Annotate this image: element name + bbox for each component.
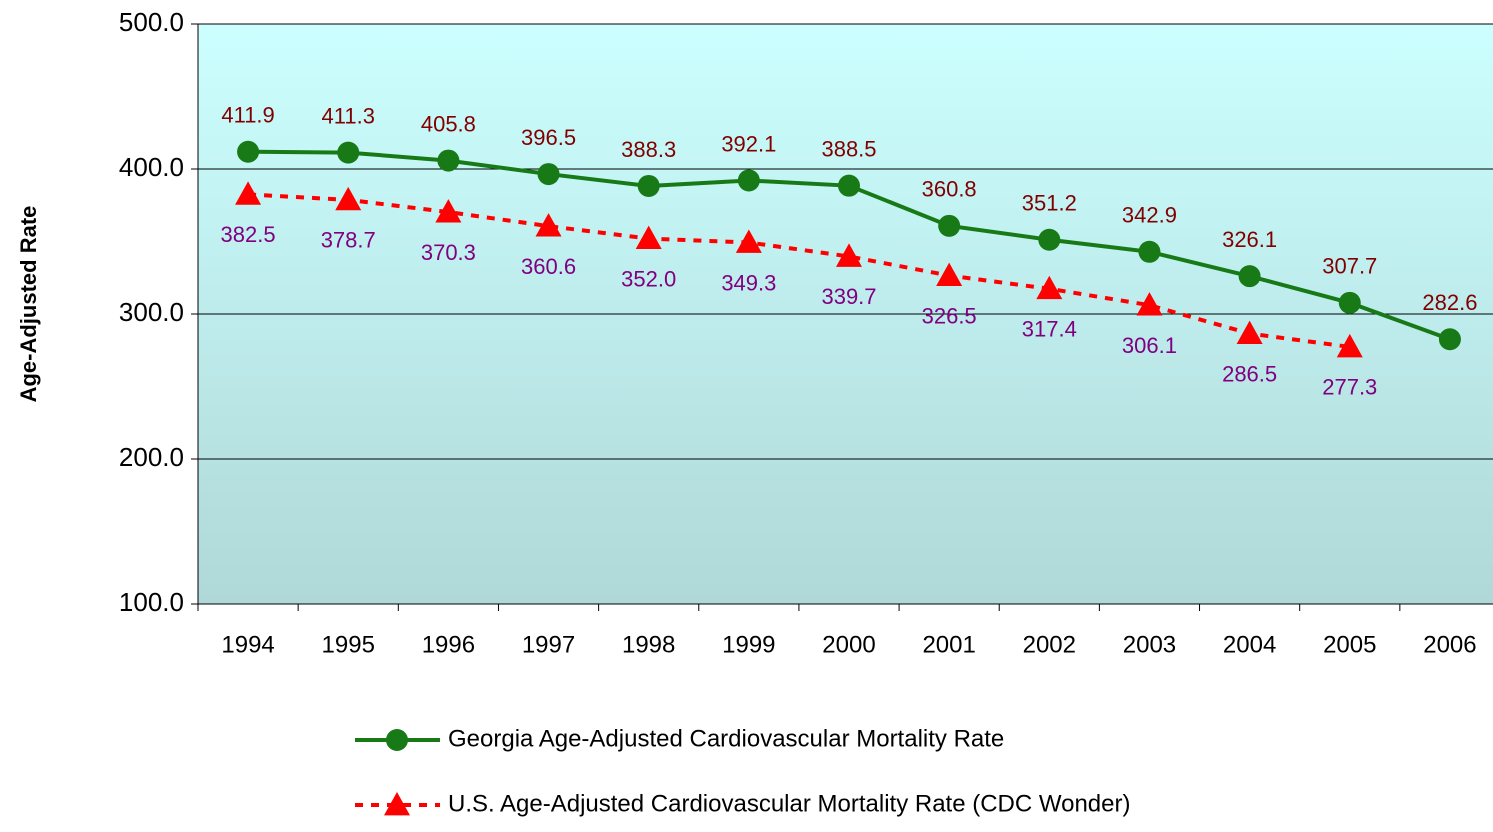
x-tick-label: 2004 [1223,631,1276,658]
x-tick-label: 2005 [1323,631,1376,658]
x-tick-label: 2002 [1023,631,1076,658]
point-marker [1138,240,1161,263]
point-marker [1238,265,1261,288]
data-label: 360.6 [521,254,576,279]
x-tick-label: 2003 [1123,631,1176,658]
data-label: 360.8 [922,177,977,202]
x-tick-label: 1994 [221,631,274,658]
point-marker [237,140,260,163]
point-marker [1336,333,1363,358]
data-label: 326.1 [1222,227,1277,252]
data-label: 349.3 [721,270,776,295]
point-marker [335,186,362,211]
data-label: 286.5 [1222,361,1277,386]
point-marker [735,229,762,253]
point-marker [1236,320,1263,344]
point-marker [437,149,460,172]
point-marker [1036,275,1063,300]
data-label: 392.1 [721,131,776,156]
legend-marker [386,729,408,751]
point-marker [936,262,963,286]
data-label: 382.5 [221,222,276,247]
point-marker [1338,291,1361,314]
data-label: 370.3 [421,240,476,265]
x-tick-label: 1998 [622,631,675,658]
data-label: 339.7 [821,284,876,309]
data-label: 388.5 [821,136,876,161]
point-marker [838,174,860,197]
legend-label: Georgia Age-Adjusted Cardiovascular Mort… [448,725,1004,752]
point-marker [435,199,462,223]
data-label: 307.7 [1322,254,1377,279]
y-tick-label: 500.0 [119,7,184,37]
x-tick-label: 1996 [422,631,475,658]
y-tick-label: 300.0 [119,297,184,327]
data-label: 396.5 [521,125,576,150]
point-marker [337,141,360,164]
x-tick-label: 1997 [522,631,575,658]
y-tick-label: 100.0 [119,587,184,617]
data-label: 352.0 [621,266,676,291]
y-axis-title: Age-Adjusted Rate [16,206,41,403]
data-label: 405.8 [421,111,476,136]
data-label: 351.2 [1022,191,1077,216]
y-tick-label: 200.0 [119,442,184,472]
point-marker [235,181,262,205]
point-marker [737,169,760,192]
data-label: 317.4 [1022,317,1077,342]
point-marker [1136,292,1163,316]
data-label: 411.9 [221,103,274,128]
data-label: 282.6 [1422,290,1477,315]
data-label: 342.9 [1122,203,1177,228]
data-label: 306.1 [1122,333,1177,358]
data-label: 411.3 [322,103,375,128]
y-tick-label: 400.0 [119,152,184,182]
point-marker [537,163,560,186]
data-label: 277.3 [1322,375,1377,400]
data-label: 378.7 [321,228,376,253]
x-tick-label: 2006 [1423,631,1476,658]
data-label: 326.5 [922,303,977,328]
point-marker [637,174,660,197]
x-tick-label: 1995 [322,631,375,658]
legend-marker [384,792,410,816]
x-tick-label: 2000 [822,631,875,658]
legend-label: U.S. Age-Adjusted Cardiovascular Mortali… [448,790,1130,817]
point-marker [1038,228,1061,251]
data-label: 388.3 [621,137,676,162]
point-marker [635,225,662,249]
x-tick-label: 2001 [922,631,975,658]
x-tick-label: 1999 [722,631,775,658]
point-marker [938,214,961,237]
point-marker [836,243,862,267]
point-marker [1438,328,1461,351]
point-marker [535,213,562,237]
